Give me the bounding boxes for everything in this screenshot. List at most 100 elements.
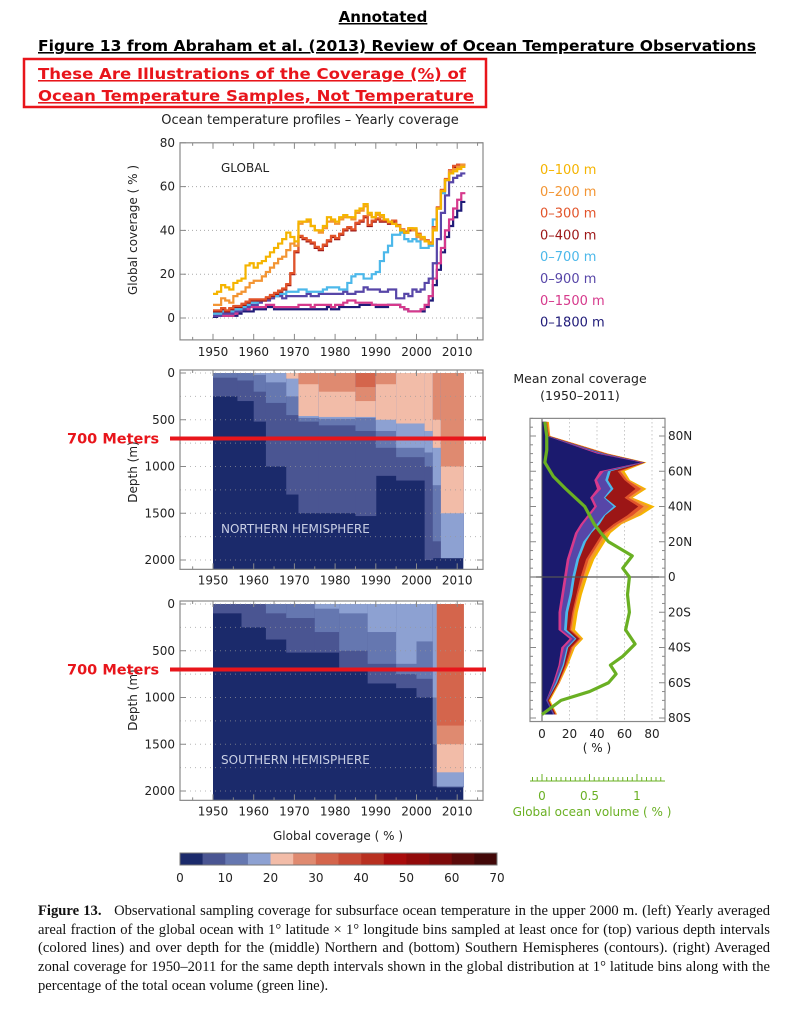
contour-band bbox=[253, 373, 267, 375]
legend-entry: 0–100 m bbox=[540, 163, 596, 178]
y-tick-label: 60 bbox=[160, 180, 175, 194]
plot-frame bbox=[179, 600, 484, 801]
y-tick-label: 80 bbox=[160, 136, 175, 150]
x-tick-label: 2010 bbox=[442, 804, 473, 818]
series-line-0-100- bbox=[213, 165, 466, 296]
colorbar-tick-label: 50 bbox=[399, 871, 414, 885]
caption-text: Observational sampling coverage for subs… bbox=[38, 903, 771, 994]
colorbar-bin bbox=[451, 853, 475, 865]
legend-entry: 0–1800 m bbox=[540, 316, 605, 331]
colorbar: 0 10 20 30 40 50 60 70 bbox=[176, 852, 505, 885]
lat-tick-label: 40N bbox=[668, 500, 692, 514]
colorbar-bin bbox=[270, 853, 294, 865]
legend: 0–100 m 0–200 m 0–300 m 0–400 m 0–700 m 0–900… bbox=[540, 163, 605, 331]
series-line-0-900- bbox=[213, 172, 466, 317]
contour-band bbox=[253, 373, 267, 392]
colorbar-bin bbox=[474, 853, 498, 865]
annotated-heading: Annotated bbox=[339, 8, 428, 26]
sh-panel-label: SOUTHERN HEMISPHERE bbox=[221, 753, 370, 767]
colorbar-bin bbox=[338, 853, 362, 865]
colorbar-bin bbox=[361, 853, 385, 865]
x-tick-label: 1990 bbox=[361, 345, 392, 359]
contour-band bbox=[396, 373, 426, 424]
zonal-subtitle: (1950–2011) bbox=[540, 388, 620, 403]
contour-band bbox=[318, 373, 356, 392]
depth-700m-label: 700 Meters bbox=[67, 662, 159, 678]
colorbar-title: Global coverage ( % ) bbox=[273, 829, 403, 843]
x-tick-label: 2000 bbox=[401, 804, 432, 818]
plot-frame bbox=[529, 417, 666, 723]
contour-band bbox=[432, 373, 442, 420]
colorbar-frame bbox=[179, 852, 498, 866]
y-tick-label: 500 bbox=[152, 413, 175, 427]
colorbar-tick-label: 0 bbox=[176, 871, 184, 885]
contour-band bbox=[286, 373, 299, 397]
lat-tick-label: 80S bbox=[668, 711, 691, 725]
contour-band bbox=[314, 604, 340, 609]
contour-band bbox=[237, 373, 255, 381]
contour-band bbox=[265, 373, 287, 383]
series-line-0-1500- bbox=[213, 192, 466, 317]
colorbar-tick-label: 40 bbox=[354, 871, 369, 885]
contour-band bbox=[436, 604, 464, 726]
colorbar-bin bbox=[315, 853, 339, 865]
x-tick-label: 1950 bbox=[198, 804, 229, 818]
ocean-volume-tick-label: 0 bbox=[538, 789, 546, 803]
legend-entry: 0–1500 m bbox=[540, 294, 605, 309]
colorbar-bin bbox=[429, 853, 453, 865]
global-coverage-chart: 0 20 40 60 80 1950 1960 1970 1980 1990 2000 2010 bbox=[160, 136, 484, 359]
y-tick-label: 40 bbox=[160, 223, 175, 237]
y-tick-label: 0 bbox=[167, 597, 175, 611]
y-tick-label: 500 bbox=[152, 644, 175, 658]
depth-700m-label: 700 Meters bbox=[67, 431, 159, 447]
contour-band bbox=[213, 373, 238, 397]
x-tick-label: 20 bbox=[562, 727, 577, 741]
x-tick-label: 2000 bbox=[401, 573, 432, 587]
y-tick-label: 1000 bbox=[144, 691, 175, 705]
southern-hemisphere-chart: 0 500 1000 1500 2000 1950 1960 1970 1980 1990 2000… bbox=[144, 597, 484, 818]
contour-band bbox=[440, 373, 464, 467]
legend-entry: 0–300 m bbox=[540, 207, 596, 222]
x-tick-label: 40 bbox=[589, 727, 604, 741]
colorbar-bin bbox=[293, 853, 317, 865]
zonal-area-0-1800- bbox=[542, 421, 641, 715]
x-tick-label: 1990 bbox=[361, 804, 392, 818]
contour-band bbox=[265, 604, 287, 614]
x-tick-label: 60 bbox=[617, 727, 632, 741]
colorbar-tick-label: 30 bbox=[308, 871, 323, 885]
colorbar-bin bbox=[225, 853, 249, 865]
x-tick-label: 2010 bbox=[442, 573, 473, 587]
y-tick-label: 0 bbox=[167, 311, 175, 325]
northern-hemisphere-chart: 0 500 1000 1500 2000 1950 1960 1970 1980 1990 2000… bbox=[144, 366, 484, 587]
x-tick-label: 1980 bbox=[320, 345, 351, 359]
figure-title: Figure 13 from Abraham et al. (2013) Rev… bbox=[38, 37, 756, 55]
y-tick-label: 2000 bbox=[144, 784, 175, 798]
lat-tick-label: 0 bbox=[668, 570, 676, 584]
colorbar-tick-label: 60 bbox=[444, 871, 459, 885]
global-panel-label: GLOBAL bbox=[221, 161, 269, 175]
x-tick-label: 1980 bbox=[320, 804, 351, 818]
ocean-volume-tick-label: 0.5 bbox=[580, 789, 599, 803]
colorbar-tick-label: 20 bbox=[263, 871, 278, 885]
contour-band bbox=[339, 604, 369, 614]
colorbar-tick-label: 70 bbox=[489, 871, 504, 885]
y-tick-label: 1500 bbox=[144, 737, 175, 751]
y-tick-label: 1000 bbox=[144, 460, 175, 474]
x-tick-label: 1970 bbox=[279, 345, 310, 359]
lat-tick-label: 60S bbox=[668, 676, 691, 690]
colorbar-bin bbox=[383, 853, 407, 865]
lat-tick-label: 20N bbox=[668, 535, 692, 549]
y-tick-label: 2000 bbox=[144, 553, 175, 567]
ocean-volume-axis: 0 0.5 1 bbox=[530, 774, 665, 803]
x-tick-label: 2000 bbox=[401, 345, 432, 359]
x-tick-label: 1970 bbox=[279, 804, 310, 818]
x-tick-label: 80 bbox=[644, 727, 659, 741]
annotation-note-line2: Ocean Temperature Samples, Not Temperatu… bbox=[38, 87, 474, 105]
contour-band bbox=[375, 373, 397, 385]
x-tick-label: 0 bbox=[538, 727, 546, 741]
legend-entry: 0–400 m bbox=[540, 228, 596, 243]
sh-y-axis-label: Depth (m) bbox=[126, 669, 140, 730]
x-tick-label: 1950 bbox=[198, 345, 229, 359]
colorbar-bin bbox=[406, 853, 430, 865]
y-tick-label: 1500 bbox=[144, 506, 175, 520]
